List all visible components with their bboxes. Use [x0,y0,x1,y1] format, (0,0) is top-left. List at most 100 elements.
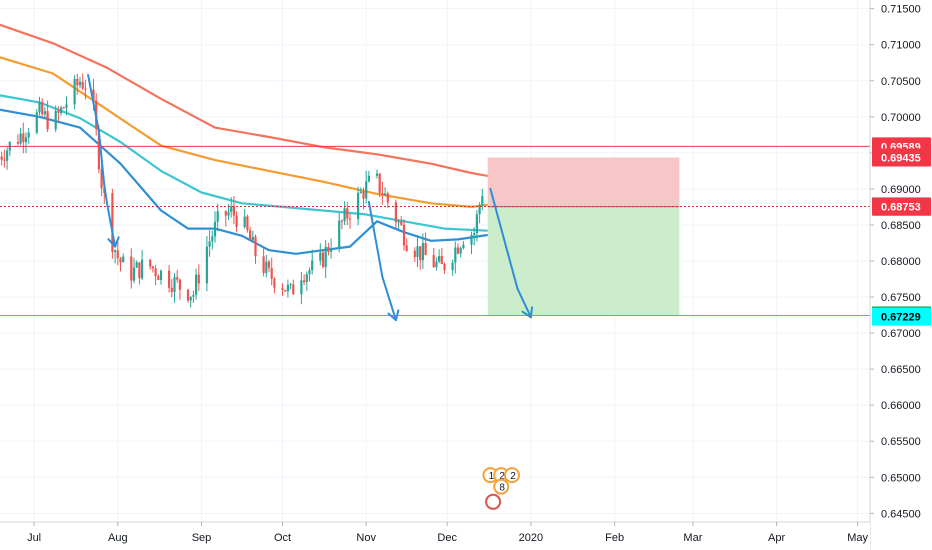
arrow-line-1[interactable] [87,74,117,248]
candle-body [324,246,327,267]
candle-body [224,211,227,216]
arrow-head-3[interactable] [521,306,534,319]
price-axis-tick-label: 0.64500 [881,508,921,520]
candle-body [281,287,284,291]
candle-body [346,208,349,219]
candle-body [456,247,460,254]
candle-body [130,256,133,281]
arrow-line-2[interactable] [367,200,397,322]
candle-body [402,224,406,246]
event-marker[interactable] [504,467,520,484]
event-marker[interactable] [493,478,510,495]
arrow-head-1[interactable] [107,236,120,248]
candle-body [159,270,163,280]
candle-body [6,150,9,161]
candle-body [211,236,214,242]
short-position-tool[interactable] [487,157,680,316]
moving-average-line-3 [0,94,488,232]
candle-body [365,181,368,199]
candle-body [27,132,30,138]
candle-body [176,277,179,280]
candle-body [114,250,117,252]
position-reward-zone[interactable] [487,206,680,316]
candle-body [81,81,84,89]
candle-body [54,110,57,130]
candle-body [416,246,419,257]
candle-body [189,296,192,301]
candles [0,73,484,308]
candle-body [78,81,82,86]
candle-body [381,193,384,196]
candle-body [197,274,200,284]
moving-average-line-4 [0,108,488,255]
candle-body [227,211,230,216]
candle-body [265,261,268,273]
price-tag [872,307,931,326]
candle-body [270,267,273,279]
candle-body [394,202,397,223]
candle-body [208,241,211,247]
time-axis[interactable]: Jul Aug Sep Oct Nov Dec 2020 Feb Mar Apr May [0,521,870,550]
candle-body [192,294,195,297]
candle-body [289,284,292,286]
candle-body [400,221,403,225]
candle-body [440,256,443,265]
candle-body [362,191,365,199]
candle-body [141,259,144,279]
candle-body [311,260,314,271]
candle-body [357,192,360,220]
price-tag-label: 0.68753 [881,202,921,214]
candle-body [451,262,454,271]
price-tag-label: 0.69435 [881,153,921,165]
candle-body [478,205,481,215]
candle-body [119,258,122,263]
candle-body [300,280,303,295]
candle-body [267,261,271,268]
candle-body [473,233,476,236]
candle-body [213,221,217,237]
price-axis-tick-label: 0.71500 [881,4,921,16]
candle-body [338,220,341,250]
event-marker-label: 1 [489,471,495,482]
time-axis-tick-label: Feb [605,532,624,544]
price-axis-tick-label: 0.66000 [881,400,921,412]
price-axis-tick-label: 0.65500 [881,436,921,448]
candle-body [235,215,238,228]
candle-body [348,218,352,220]
candle-body [443,264,446,271]
candle-body [38,101,41,113]
moving-average-line-2 [0,56,488,208]
time-axis-tick-label: Sep [192,532,212,544]
price-tag [872,197,931,216]
candle-body [384,193,387,196]
candle-body [273,278,276,288]
price-axis[interactable]: 0.715000.710000.705000.700000.695000.690… [869,0,932,550]
price-tags: 0.695890.694350.687560.687530.672440.672… [872,137,931,326]
position-risk-zone[interactable] [487,157,680,207]
price-axis-tick-label: 0.68500 [881,220,921,232]
event-marker[interactable] [485,493,502,510]
candle-body [41,101,44,115]
candle-body [378,173,381,194]
price-axis-tick-label: 0.65000 [881,472,921,484]
arrow-line-3[interactable] [489,187,532,319]
candle-body [132,267,136,281]
candle-body [475,214,478,234]
candle-body [151,266,154,269]
horizontal-lines[interactable] [0,145,870,317]
time-axis-tick-label: Dec [437,532,457,544]
candle-body [57,110,60,113]
moving-averages [0,23,488,255]
time-axis-tick-label: Mar [683,532,702,544]
candle-body [343,208,346,222]
candle-body [205,246,208,284]
event-markers[interactable]: 1 2 28 [482,467,520,510]
candle-body [303,280,306,283]
candle-body [262,256,265,273]
arrow-head-2[interactable] [387,309,400,322]
candle-body [157,276,160,280]
candle-body [424,243,427,256]
arrow-drawings[interactable] [87,74,534,322]
